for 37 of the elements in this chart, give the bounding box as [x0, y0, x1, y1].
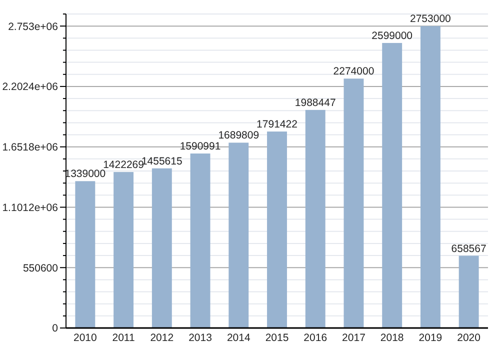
- data-label: 2274000: [333, 66, 374, 78]
- x-tick-label: 2020: [457, 332, 481, 344]
- x-tick-label: 2018: [380, 332, 404, 344]
- bar: [267, 132, 287, 328]
- data-label: 1689809: [218, 130, 260, 142]
- bar: [152, 168, 172, 328]
- data-label: 1339000: [64, 168, 106, 180]
- data-label: 1791422: [256, 118, 298, 131]
- x-tick-label: 2015: [265, 332, 289, 344]
- y-tick-label: 2.2024e+06: [2, 81, 58, 94]
- x-tick-label: 2014: [226, 332, 250, 344]
- data-label: 2753000: [410, 13, 452, 26]
- bar: [420, 26, 440, 328]
- y-tick-label: 1.6518e+06: [2, 142, 58, 154]
- bar: [75, 181, 96, 328]
- x-tick-label: 2017: [342, 332, 366, 344]
- x-tick-label: 2016: [304, 332, 328, 344]
- x-tick-label: 2011: [112, 332, 135, 344]
- y-tick-label: 0: [52, 322, 58, 335]
- data-label: 1590991: [180, 140, 221, 153]
- bar: [458, 256, 479, 328]
- bar: [305, 110, 326, 328]
- data-label: 1988447: [294, 96, 336, 109]
- x-tick-label: 2012: [150, 332, 174, 344]
- bar: [114, 172, 134, 328]
- data-label: 658567: [451, 242, 486, 255]
- data-label: 2599000: [372, 30, 413, 42]
- x-tick-label: 2010: [74, 332, 98, 344]
- y-tick-label: 1.1012e+06: [2, 202, 58, 214]
- bar: [382, 42, 402, 328]
- bar: [344, 78, 364, 328]
- x-tick-label: 2013: [188, 332, 212, 344]
- bar: [190, 154, 210, 328]
- y-tick-label: 2.753e+06: [8, 20, 58, 33]
- x-tick-label: 2019: [418, 332, 442, 344]
- y-tick-label: 550600: [22, 262, 58, 274]
- bar: [228, 142, 249, 328]
